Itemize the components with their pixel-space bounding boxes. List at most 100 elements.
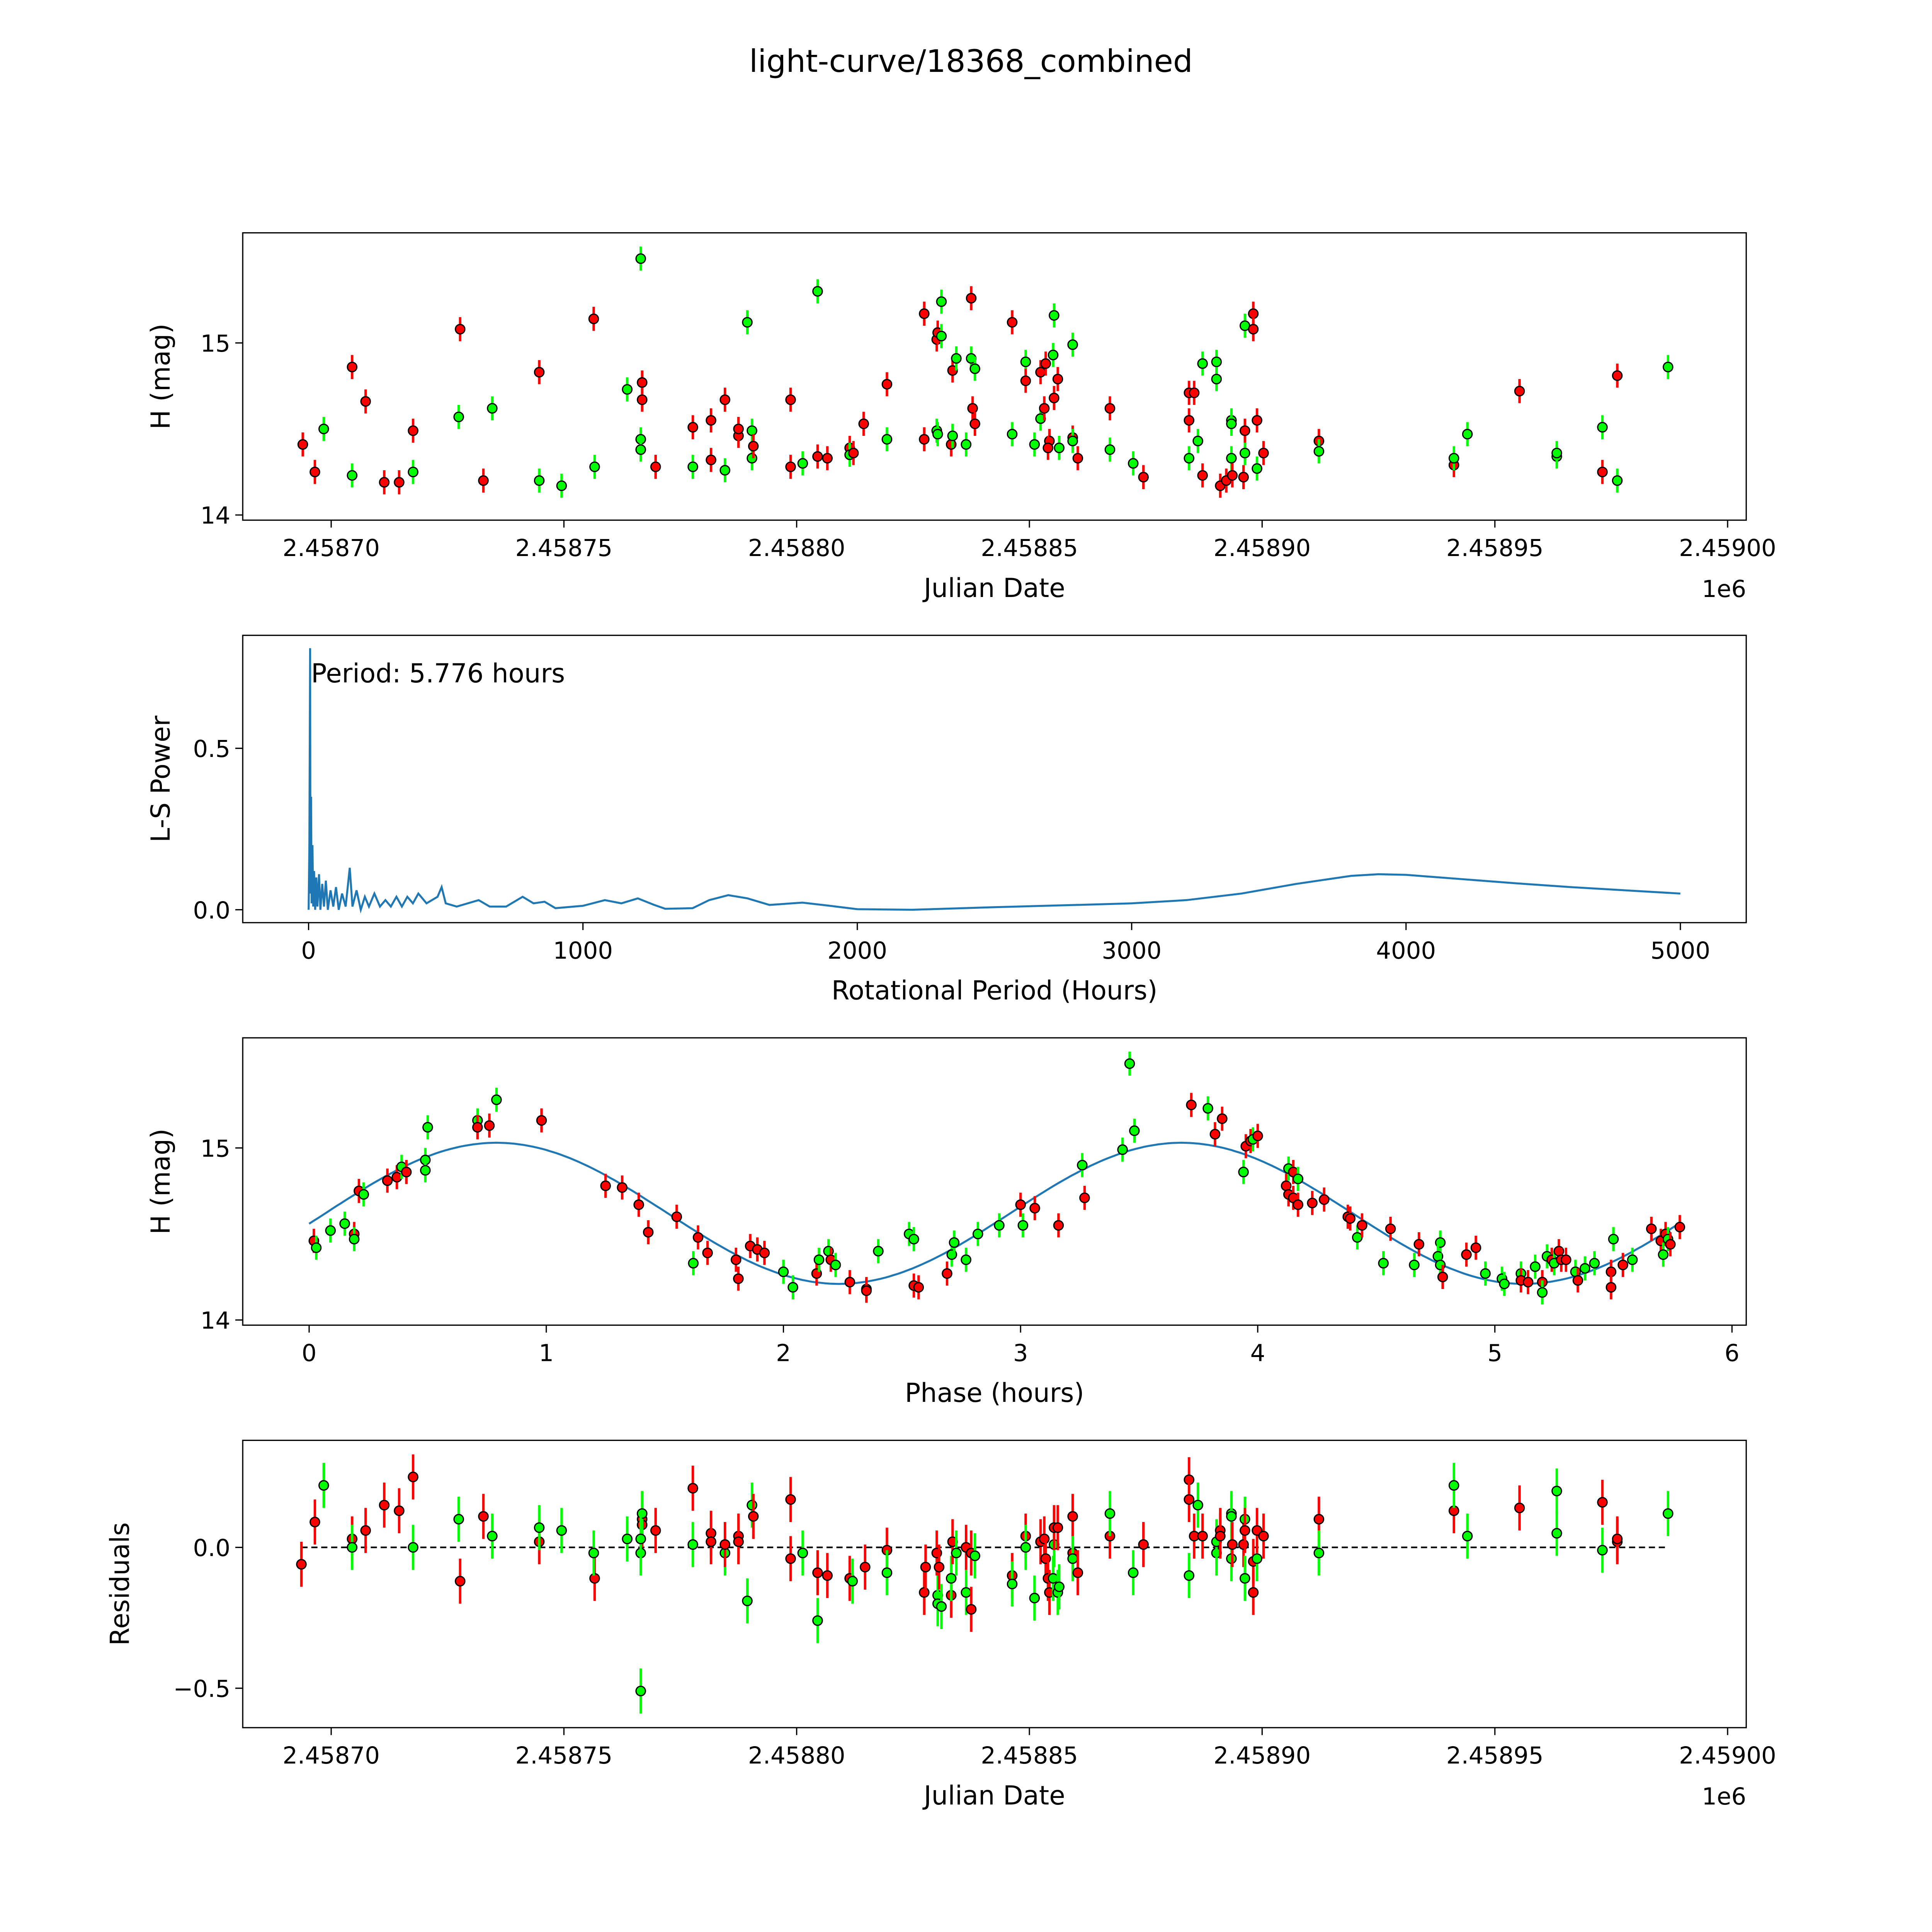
data-point [860, 1544, 871, 1590]
x-tick-label: 2000 [827, 937, 887, 964]
marker [453, 1514, 464, 1525]
marker [556, 480, 567, 491]
marker [1043, 442, 1054, 453]
data-point [908, 1227, 919, 1252]
data-point [934, 1544, 945, 1590]
marker [1248, 1587, 1259, 1598]
data-point [1184, 1553, 1195, 1598]
data-point [394, 1488, 405, 1534]
marker [1499, 1278, 1510, 1289]
y-axis-label: H (mag) [146, 1129, 176, 1235]
marker [382, 1175, 393, 1186]
marker [812, 1615, 823, 1626]
marker [1227, 1539, 1238, 1550]
data-point [942, 1261, 952, 1286]
data-point [969, 1533, 980, 1578]
data-point [588, 307, 599, 331]
data-point [1197, 1514, 1208, 1559]
data-point [848, 441, 859, 465]
data-point [951, 1530, 962, 1576]
marker [1072, 453, 1083, 464]
marker [1052, 374, 1063, 384]
marker [1029, 1202, 1040, 1214]
marker [1561, 1254, 1571, 1265]
marker [687, 1483, 698, 1494]
marker [1067, 435, 1078, 447]
marker [1385, 1223, 1396, 1234]
data-point [1462, 422, 1473, 446]
data-point [1462, 1514, 1473, 1559]
data-point [1067, 429, 1078, 453]
marker [310, 1517, 320, 1527]
data-point [1658, 1242, 1669, 1267]
data-point [1258, 1514, 1269, 1559]
marker [1189, 387, 1200, 398]
data-point [730, 1248, 742, 1272]
marker [706, 1536, 716, 1547]
marker [719, 1539, 731, 1550]
data-point [1029, 432, 1040, 457]
y-tick-label: 15 [201, 1135, 230, 1162]
marker [1104, 1508, 1116, 1519]
data-point [325, 1218, 336, 1243]
marker [785, 1553, 796, 1564]
marker [617, 1182, 628, 1193]
marker [454, 324, 466, 335]
marker [650, 461, 661, 472]
data-point [994, 1213, 1005, 1238]
marker [360, 396, 371, 407]
marker [1226, 453, 1237, 464]
marker [1448, 453, 1459, 464]
marker [1029, 439, 1040, 450]
marker [785, 394, 796, 405]
model-curve [308, 1141, 1680, 1285]
x-tick-label: 2.45880 [748, 1742, 845, 1769]
data-point [297, 432, 308, 457]
data-point [1409, 1253, 1420, 1277]
data-point [422, 1115, 433, 1139]
marker [408, 1471, 418, 1483]
marker [913, 1282, 924, 1293]
y-axis-label: H (mag) [146, 323, 176, 429]
data-point [382, 1168, 393, 1193]
data-point [408, 1525, 418, 1570]
data-point [1378, 1251, 1389, 1276]
x-tick-label: 2.45895 [1446, 534, 1544, 562]
marker [994, 1220, 1005, 1231]
data-point [1605, 1275, 1617, 1299]
plot-area [308, 648, 1680, 914]
marker [1053, 1220, 1064, 1231]
data-point [861, 1279, 872, 1303]
data-point [360, 1508, 371, 1553]
data-point [643, 1220, 654, 1245]
marker [748, 440, 759, 452]
marker [358, 1189, 369, 1200]
marker [1293, 1199, 1304, 1210]
marker [1211, 356, 1222, 367]
marker [1079, 1192, 1090, 1203]
data-point [1448, 446, 1459, 471]
marker [813, 1254, 825, 1265]
marker [1227, 470, 1238, 481]
data-point [1039, 396, 1050, 420]
data-point [1189, 381, 1200, 405]
marker [637, 1508, 648, 1519]
data-point [966, 286, 977, 310]
data-point [706, 448, 716, 472]
data-point [951, 346, 962, 371]
data-point [1561, 1248, 1571, 1272]
data-point [1020, 369, 1031, 393]
data-point [1674, 1215, 1685, 1239]
marker [394, 477, 405, 488]
marker [812, 451, 823, 462]
marker [1192, 1500, 1203, 1511]
marker [1240, 1573, 1250, 1584]
data-point [1293, 1192, 1304, 1217]
data-point [1248, 317, 1259, 342]
data-point [969, 357, 980, 381]
data-point [379, 470, 390, 495]
data-point [420, 1158, 431, 1182]
data-point [1197, 463, 1208, 488]
marker [1240, 425, 1250, 436]
marker [1605, 1282, 1617, 1293]
